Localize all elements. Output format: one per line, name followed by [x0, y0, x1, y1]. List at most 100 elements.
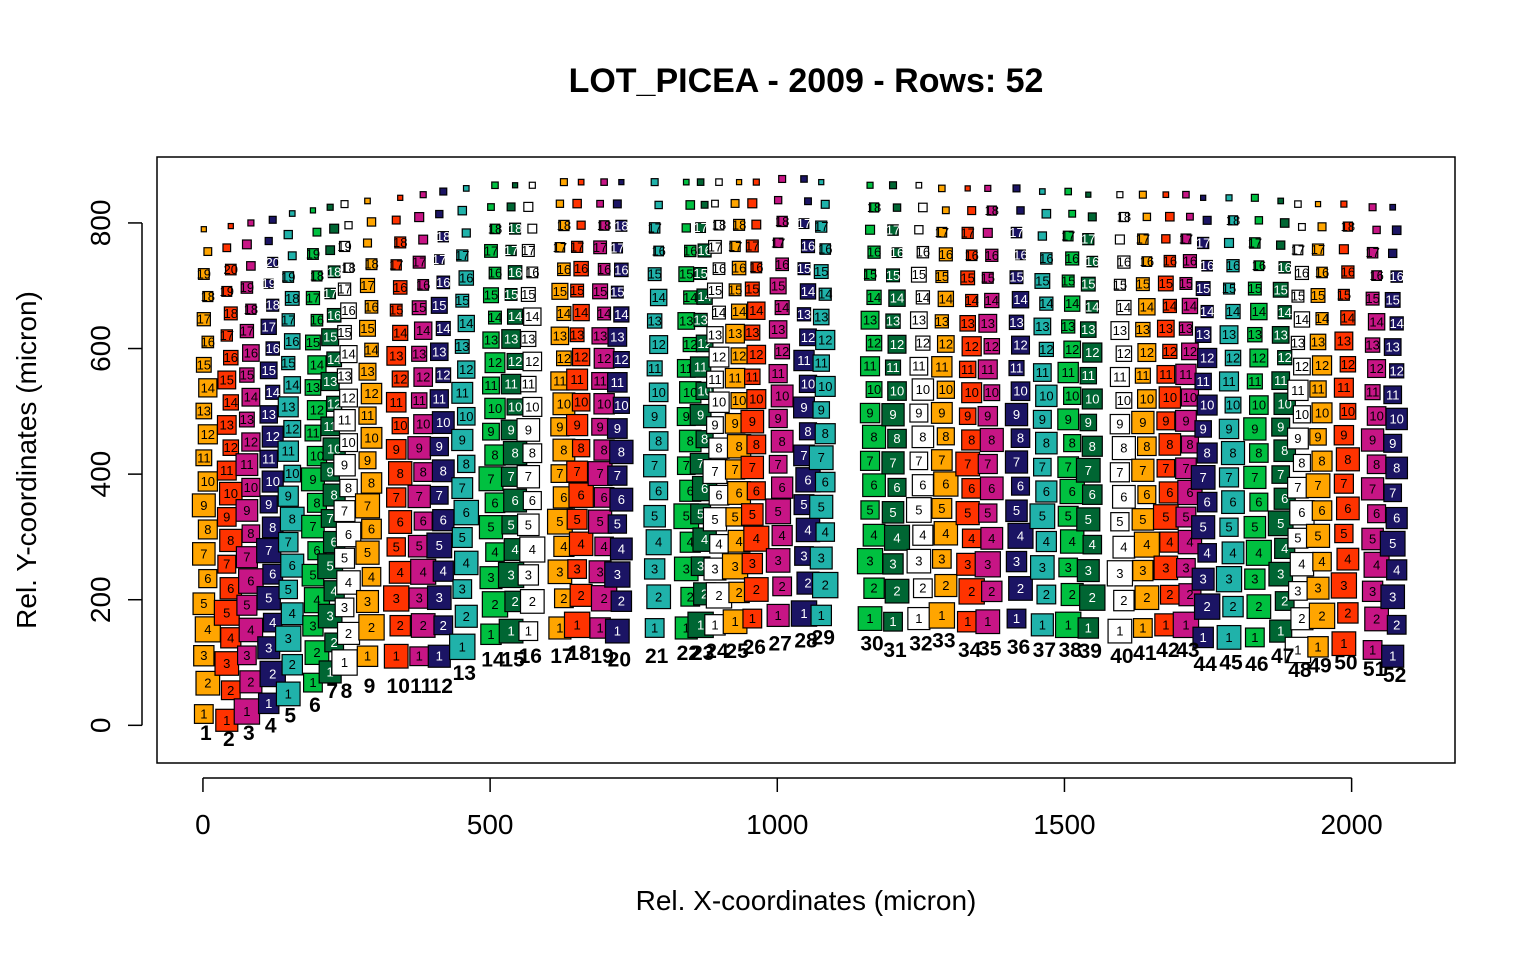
cell-index-label: 18 — [310, 268, 324, 283]
cell-marker — [1225, 303, 1241, 320]
cell-index-label: 12 — [416, 370, 430, 385]
cell-index-label: 9 — [775, 411, 782, 426]
cell-marker — [1383, 338, 1402, 356]
cell-index-label: 18 — [712, 218, 726, 233]
cell-marker — [484, 243, 498, 258]
cell-index-label: 7 — [459, 481, 466, 496]
cell-marker — [1116, 191, 1124, 199]
cell-index-label: 5 — [1225, 520, 1232, 535]
cell-index-label: 12 — [712, 350, 726, 365]
cell-index-label: 13 — [455, 339, 469, 354]
cell-marker — [550, 326, 570, 346]
cell-marker — [410, 558, 437, 585]
cell-marker — [1137, 343, 1157, 363]
cell-index-label: 16 — [488, 266, 502, 281]
cell-marker — [1010, 335, 1031, 355]
cell-marker — [364, 299, 379, 314]
cell-index-label: 1 — [1200, 630, 1207, 645]
cell-index-label: 7 — [866, 453, 873, 468]
cell-marker — [1039, 296, 1054, 311]
cell-index-label: 4 — [618, 541, 625, 556]
cell-marker — [1107, 618, 1133, 644]
cell-marker — [191, 493, 216, 518]
cell-marker — [1158, 386, 1182, 409]
cell-index-label: 15 — [814, 264, 828, 279]
cell-index-label: 13 — [197, 404, 211, 419]
cell-index-label: 15 — [1035, 273, 1049, 288]
row-number-label: 5 — [284, 704, 296, 727]
cell-index-label: 2 — [1344, 605, 1351, 620]
cell-index-label: 12 — [1183, 344, 1197, 359]
cell-marker — [1142, 212, 1152, 222]
row-number-label: 39 — [1079, 640, 1102, 663]
cell-marker — [222, 243, 232, 253]
cell-index-label: 15 — [220, 372, 234, 387]
cell-index-label: 6 — [1043, 484, 1050, 499]
cell-marker — [744, 324, 761, 341]
cell-marker — [909, 451, 929, 471]
cell-index-label: 15 — [1222, 281, 1236, 296]
cell-index-label: 7 — [525, 469, 532, 484]
cell-marker — [977, 453, 998, 475]
cell-marker — [604, 618, 630, 644]
cell-marker — [1156, 319, 1175, 338]
cell-index-label: 11 — [1248, 374, 1262, 389]
cell-index-label: 12 — [436, 368, 450, 383]
cell-marker — [815, 329, 836, 351]
cell-marker — [1029, 555, 1055, 580]
cell-marker — [505, 244, 517, 257]
cell-index-label: 17 — [389, 257, 403, 272]
cell-marker — [1334, 523, 1354, 544]
cell-index-label: 13 — [771, 322, 785, 337]
cell-index-label: 15 — [647, 267, 661, 282]
cell-index-label: 5 — [341, 551, 348, 566]
cell-marker — [936, 226, 948, 238]
cell-marker — [911, 425, 935, 449]
cell-index-label: 1 — [1039, 617, 1046, 632]
cell-marker — [1309, 380, 1327, 398]
cell-index-label: 15 — [1365, 291, 1379, 306]
cell-index-label: 13 — [1273, 327, 1287, 342]
cell-marker — [592, 283, 609, 300]
cell-marker — [1196, 491, 1218, 513]
cell-index-label: 5 — [1116, 514, 1123, 529]
cell-index-label: 1 — [1369, 642, 1376, 657]
cell-marker — [283, 229, 293, 240]
cell-index-label: 10 — [1295, 407, 1309, 422]
cell-index-label: 15 — [981, 270, 995, 285]
cell-index-label: 7 — [614, 468, 621, 483]
cell-index-label: 5 — [285, 582, 292, 597]
row-number-label: 37 — [1033, 639, 1056, 662]
row-number-label: 36 — [1007, 636, 1030, 659]
cell-index-label: 17 — [693, 220, 707, 235]
cell-index-label: 10 — [393, 418, 407, 433]
cell-marker — [1065, 251, 1080, 266]
cell-index-label: 13 — [1365, 338, 1379, 353]
cell-index-label: 2 — [1069, 587, 1076, 602]
cell-index-label: 6 — [313, 543, 320, 558]
cell-index-label: 10 — [285, 466, 299, 481]
cell-index-label: 8 — [491, 448, 498, 463]
cell-index-label: 7 — [731, 462, 738, 477]
row-number-label: 8 — [341, 680, 353, 703]
row-number-label: 21 — [645, 645, 669, 668]
cell-index-label: 15 — [337, 325, 351, 340]
cell-index-label: 12 — [1140, 345, 1154, 360]
cell-marker — [1004, 450, 1029, 474]
cell-marker — [195, 356, 212, 373]
cell-marker — [1131, 410, 1155, 435]
cell-index-label: 12 — [265, 429, 279, 444]
cell-index-label: 8 — [655, 433, 662, 448]
cell-marker — [915, 290, 931, 305]
cell-index-label: 3 — [889, 556, 896, 571]
cell-index-label: 16 — [364, 299, 378, 314]
cell-marker — [611, 242, 624, 254]
cell-index-label: 17 — [1009, 225, 1023, 240]
cell-index-label: 4 — [1089, 537, 1096, 552]
cell-index-label: 11 — [1010, 361, 1024, 376]
cell-index-label: 9 — [393, 442, 400, 457]
cell-marker — [1385, 456, 1409, 480]
cell-index-label: 13 — [745, 325, 759, 340]
cell-index-label: 13 — [1196, 327, 1210, 342]
cell-index-label: 17 — [504, 243, 518, 258]
